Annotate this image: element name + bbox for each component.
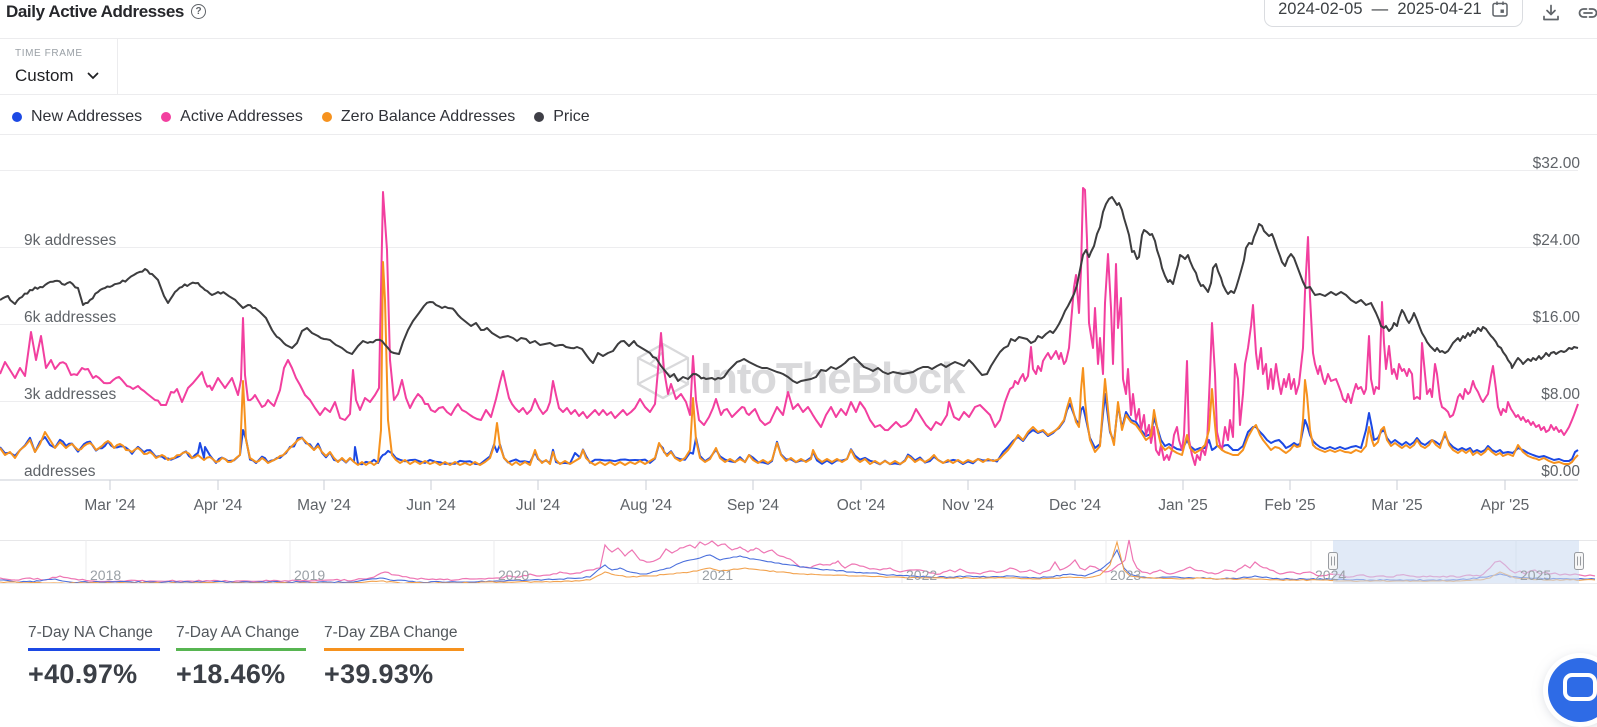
svg-text:IntoTheBlock: IntoTheBlock [700, 354, 966, 403]
svg-text:3k addresses: 3k addresses [24, 386, 116, 403]
svg-text:Aug '24: Aug '24 [620, 497, 672, 514]
svg-text:$32.00: $32.00 [1533, 155, 1581, 172]
svg-text:$24.00: $24.00 [1533, 232, 1581, 249]
svg-text:Jan '25: Jan '25 [1158, 497, 1208, 514]
svg-text:addresses: addresses [24, 463, 96, 480]
svg-text:May '24: May '24 [297, 497, 351, 514]
svg-text:2024: 2024 [1315, 567, 1346, 583]
svg-text:$0.00: $0.00 [1541, 463, 1580, 480]
svg-text:2021: 2021 [702, 567, 733, 583]
svg-text:Jun '24: Jun '24 [406, 497, 456, 514]
svg-text:Nov '24: Nov '24 [942, 497, 994, 514]
svg-text:2025: 2025 [1520, 567, 1551, 583]
svg-text:Feb '25: Feb '25 [1264, 497, 1315, 514]
svg-text:2022: 2022 [906, 567, 937, 583]
svg-text:Dec '24: Dec '24 [1049, 497, 1101, 514]
svg-text:$8.00: $8.00 [1541, 386, 1580, 403]
svg-text:2023: 2023 [1110, 567, 1141, 583]
svg-text:2020: 2020 [498, 567, 529, 583]
svg-text:Mar '24: Mar '24 [84, 497, 136, 514]
svg-text:Mar '25: Mar '25 [1371, 497, 1422, 514]
svg-text:Oct '24: Oct '24 [837, 497, 886, 514]
svg-text:$16.00: $16.00 [1533, 309, 1581, 326]
svg-text:Sep '24: Sep '24 [727, 497, 779, 514]
svg-text:9k addresses: 9k addresses [24, 232, 116, 249]
svg-text:2018: 2018 [90, 567, 121, 583]
svg-text:6k addresses: 6k addresses [24, 309, 116, 326]
svg-text:Apr '24: Apr '24 [194, 497, 243, 514]
svg-text:2019: 2019 [294, 567, 325, 583]
svg-text:Jul '24: Jul '24 [516, 497, 561, 514]
svg-text:Apr '25: Apr '25 [1481, 497, 1530, 514]
